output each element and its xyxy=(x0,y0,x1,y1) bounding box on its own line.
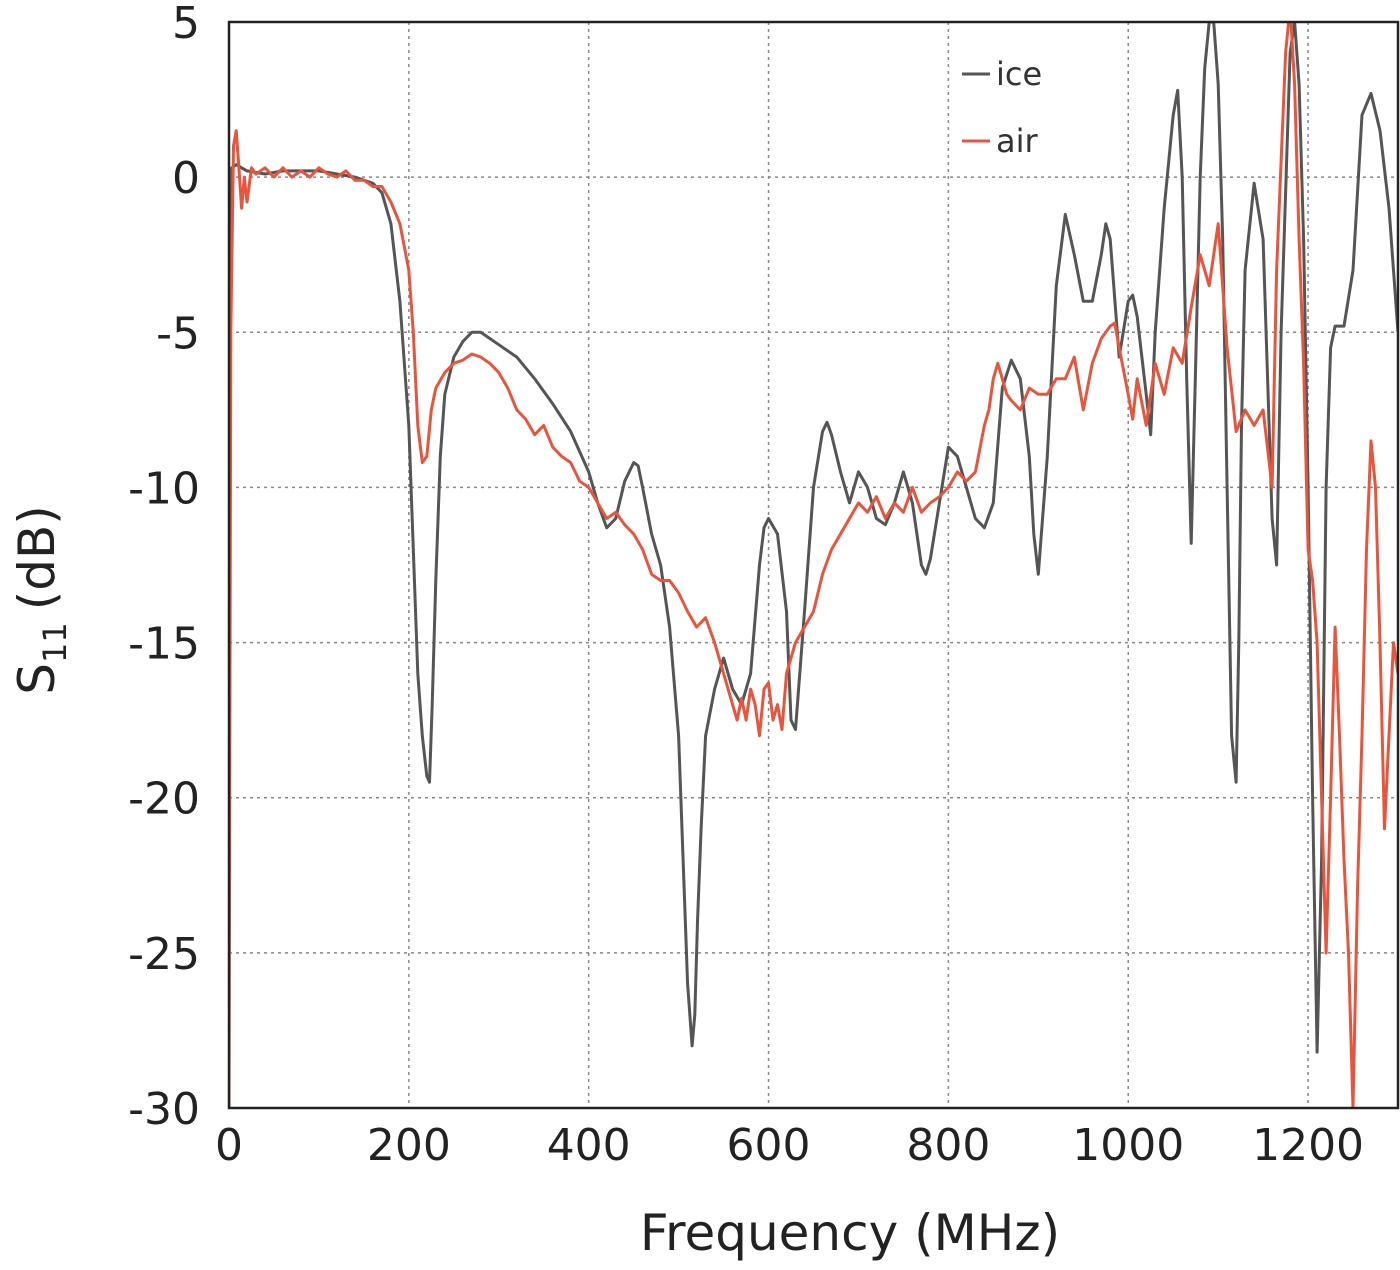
legend-label-air: air xyxy=(996,122,1039,160)
x-tick-label: 400 xyxy=(547,1120,631,1171)
x-tick-labels: 0 200 400 600 800 1000 1200 xyxy=(215,1120,1364,1171)
series-line-air xyxy=(229,22,1398,1108)
y-axis-title-sub: 11 xyxy=(36,622,74,663)
series-layer xyxy=(229,22,1398,1108)
x-tick-label: 600 xyxy=(727,1120,811,1171)
legend-label-ice: ice xyxy=(996,55,1042,93)
x-tick-label: 800 xyxy=(906,1120,990,1171)
x-tick-label: 200 xyxy=(367,1120,451,1171)
y-tick-label: -15 xyxy=(128,619,200,670)
svg-text:S11(dB): S11 (dB) xyxy=(8,505,74,695)
y-tick-label: 0 xyxy=(172,153,200,204)
y-axis-title-unit: (dB) xyxy=(8,505,66,610)
y-tick-label: -25 xyxy=(128,929,200,980)
grid-lines xyxy=(229,22,1398,1108)
x-tick-label: 1200 xyxy=(1252,1120,1364,1171)
x-tick-label: 0 xyxy=(215,1120,243,1171)
y-tick-label: 5 xyxy=(172,0,200,49)
plot-frame xyxy=(227,20,1400,1110)
x-axis-title: Frequency (MHz) xyxy=(640,1204,1060,1262)
y-tick-label: -10 xyxy=(128,463,200,514)
legend: ice air xyxy=(962,55,1042,160)
y-tick-label: -20 xyxy=(128,774,200,825)
y-tick-label: -5 xyxy=(156,308,200,359)
y-tick-labels: 5 0 -5 -10 -15 -20 -25 -30 xyxy=(128,0,200,1135)
y-tick-label: -30 xyxy=(128,1084,200,1135)
y-axis-title: S11 (dB) xyxy=(8,505,74,695)
x-tick-label: 1000 xyxy=(1072,1120,1184,1171)
y-axis-title-main: S xyxy=(8,663,66,695)
